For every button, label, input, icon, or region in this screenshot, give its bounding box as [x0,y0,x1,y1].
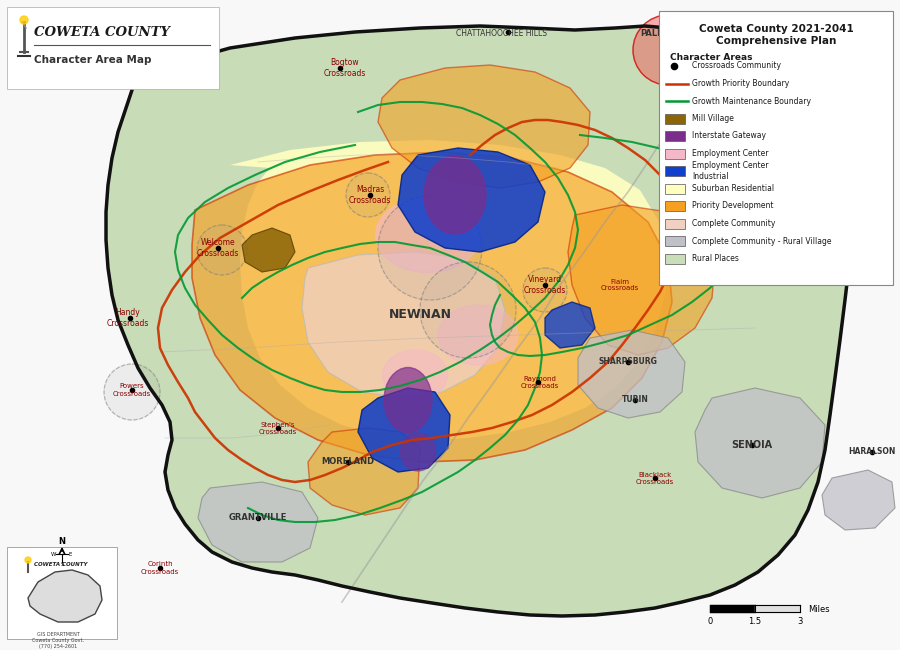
Text: Employment Center
Industrial: Employment Center Industrial [692,161,769,181]
Text: 0: 0 [707,617,713,626]
Text: Corinth
Crossroads: Corinth Crossroads [141,562,179,575]
Polygon shape [378,65,590,188]
Text: CHATTAHOOCHEE HILLS: CHATTAHOOCHEE HILLS [456,29,547,38]
Text: TURIN: TURIN [622,395,648,404]
Polygon shape [358,388,450,472]
Circle shape [420,262,516,358]
Text: GRANTVILLE: GRANTVILLE [229,514,287,523]
Polygon shape [822,470,895,530]
Polygon shape [545,302,595,348]
Polygon shape [242,228,295,272]
Polygon shape [198,482,318,562]
Text: Rural Places: Rural Places [692,254,739,263]
Polygon shape [106,26,852,616]
Circle shape [378,196,482,300]
Text: Handy
Crossroads: Handy Crossroads [107,308,149,328]
FancyBboxPatch shape [7,547,117,639]
Text: GIS DEPARTMENT
Coweta County Govt.
(770) 254-2601: GIS DEPARTMENT Coweta County Govt. (770)… [32,632,84,649]
FancyBboxPatch shape [665,183,685,194]
FancyBboxPatch shape [665,114,685,124]
Text: Growth Priority Boundary: Growth Priority Boundary [692,79,789,88]
FancyBboxPatch shape [665,131,685,141]
Polygon shape [28,570,102,622]
Text: S: S [60,562,64,567]
Text: Vineyard
Crossroads: Vineyard Crossroads [524,276,566,294]
Text: MORELAND: MORELAND [321,458,374,467]
Circle shape [346,173,390,217]
FancyBboxPatch shape [659,11,893,285]
Text: Bogtow
Crossroads: Bogtow Crossroads [324,58,366,78]
Text: Powers
Crossroads: Powers Crossroads [112,384,151,396]
Text: Blackjack
Crossroads: Blackjack Crossroads [636,471,674,484]
Ellipse shape [375,198,481,272]
FancyBboxPatch shape [665,218,685,229]
Text: Priority Development: Priority Development [692,202,773,211]
FancyBboxPatch shape [665,254,685,263]
Text: Coweta County 2021-2041
Comprehensive Plan: Coweta County 2021-2041 Comprehensive Pl… [698,24,853,46]
Text: Miles: Miles [808,604,830,614]
Polygon shape [578,330,685,418]
FancyBboxPatch shape [7,7,219,89]
Text: Suburban Residential: Suburban Residential [692,184,774,193]
Text: N: N [58,536,66,545]
Circle shape [197,225,247,275]
Text: Complete Community - Rural Village: Complete Community - Rural Village [692,237,832,246]
Text: Madras
Crossroads: Madras Crossroads [349,185,392,205]
Ellipse shape [384,367,432,432]
Text: PALMETTO: PALMETTO [640,29,690,38]
Circle shape [523,268,567,312]
Ellipse shape [400,433,436,471]
Text: W: W [51,551,57,556]
Text: Growth Maintenance Boundary: Growth Maintenance Boundary [692,96,811,105]
Polygon shape [308,428,420,515]
Text: Welcome
Crossroads: Welcome Crossroads [197,239,239,257]
Polygon shape [568,205,715,355]
Text: 3: 3 [797,617,803,626]
FancyBboxPatch shape [665,148,685,159]
Ellipse shape [438,305,518,365]
Text: E: E [68,551,72,556]
Polygon shape [695,388,825,498]
Text: Crossroads Community: Crossroads Community [692,62,781,70]
Text: Flaim
Cross.: Flaim Cross. [662,259,682,272]
Text: Interstate Gateway: Interstate Gateway [692,131,766,140]
Circle shape [633,15,703,85]
Circle shape [104,364,160,420]
Text: Character Area Map: Character Area Map [34,55,151,65]
Text: Stephen's
Crossroads: Stephen's Crossroads [259,421,297,434]
Text: SENOIA: SENOIA [732,440,772,450]
Ellipse shape [424,156,486,234]
Text: 1.5: 1.5 [749,617,761,626]
Ellipse shape [382,350,447,400]
FancyBboxPatch shape [665,201,685,211]
Polygon shape [398,148,545,252]
FancyBboxPatch shape [665,166,685,176]
Circle shape [20,16,28,24]
Text: SHARPSBURG: SHARPSBURG [598,358,657,367]
Text: Complete Community: Complete Community [692,219,776,228]
Text: Raymond
Crossroads: Raymond Crossroads [521,376,559,389]
Text: Employment Center: Employment Center [692,149,769,158]
Text: Mill Village: Mill Village [692,114,734,123]
Text: COWETA COUNTY: COWETA COUNTY [34,25,170,38]
FancyBboxPatch shape [665,236,685,246]
Text: Character Areas: Character Areas [670,53,752,62]
Text: COWETA COUNTY: COWETA COUNTY [34,562,87,567]
Text: HARALSON: HARALSON [849,447,896,456]
Polygon shape [192,152,672,462]
Polygon shape [302,252,505,398]
Text: Flaim
Crossroads: Flaim Crossroads [601,278,639,291]
Circle shape [25,557,31,563]
Text: NEWNAN: NEWNAN [389,309,452,322]
Polygon shape [230,140,668,440]
